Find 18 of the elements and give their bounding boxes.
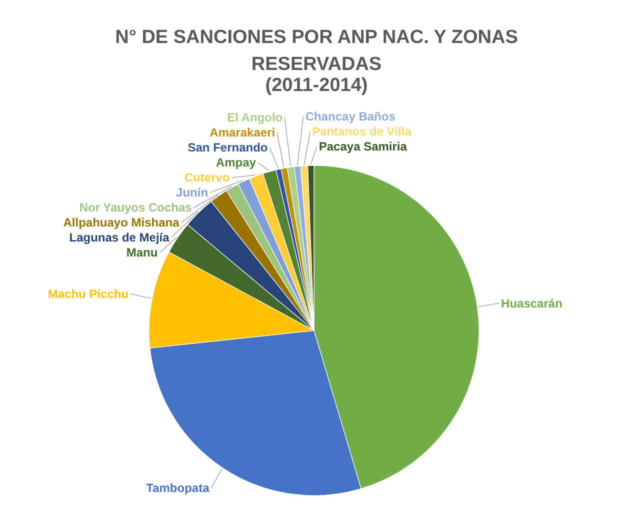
slice-label: Lagunas de Mejía bbox=[69, 230, 170, 245]
slice-label: Pacaya Samiria bbox=[318, 140, 408, 154]
slice-label: Huascarán bbox=[501, 296, 562, 310]
slice-label: Ampay bbox=[216, 156, 256, 170]
slice-label: Junín bbox=[176, 186, 208, 200]
slice-label: Manu bbox=[126, 246, 158, 260]
slice-label: Nor Yauyos Cochas bbox=[79, 200, 192, 215]
slice-label: Cutervo bbox=[184, 170, 230, 185]
chart-subtitle: (2011-2014) bbox=[265, 75, 368, 96]
slice-label: Allpahuayo Mishana bbox=[63, 216, 180, 230]
slice-label: Pantanos de Villa bbox=[312, 124, 412, 139]
slice-label: Amarakaeri bbox=[210, 126, 276, 140]
chart-title: N° DE SANCIONES POR ANP NAC. Y ZONAS RESERVADAS bbox=[115, 27, 518, 75]
slice-label: Machu Picchu bbox=[48, 286, 129, 301]
slice-label: Chancay Baños bbox=[305, 110, 396, 124]
slice-label: El Angolo bbox=[227, 110, 283, 125]
slice-label: Tambopata bbox=[146, 480, 210, 495]
slice-label: San Fernando bbox=[188, 140, 268, 155]
